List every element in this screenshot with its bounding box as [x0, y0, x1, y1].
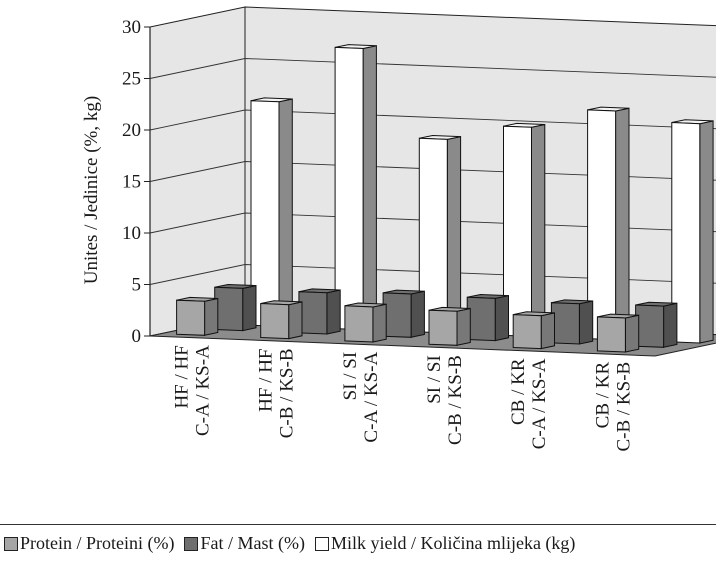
- legend-item-milk-yield: Milk yield / Količina mlijeka (kg): [314, 533, 576, 554]
- x-tick-label: C-A / KS-A: [193, 345, 214, 436]
- legend-swatch-fat: [184, 536, 199, 551]
- gridline: [149, 109, 716, 131]
- bar-fat: [214, 283, 257, 332]
- bar-fat: [382, 289, 425, 338]
- bar-fat: [635, 301, 678, 348]
- bar-milk-yield: [250, 97, 293, 328]
- bar-protein: [512, 311, 555, 350]
- x-tick-label: HF / HF: [256, 349, 277, 412]
- bar-protein: [260, 300, 303, 340]
- y-tick-label: 10: [122, 223, 141, 244]
- gridline: [149, 264, 716, 285]
- x-tick-label: C-B / KS-B: [277, 349, 298, 439]
- legend-label-protein: Protein / Proteini (%): [20, 533, 175, 553]
- bar-protein: [596, 313, 640, 353]
- x-tick-label: C-B / KS-B: [445, 355, 466, 445]
- bar-milk-yield: [503, 122, 546, 338]
- bar-protein: [344, 302, 387, 343]
- legend-label-fat: Fat / Mast (%): [200, 533, 305, 553]
- x-tick-label: SI / SI: [340, 352, 361, 401]
- bar-protein: [428, 306, 471, 346]
- bar-fat: [298, 288, 341, 335]
- x-tick-label: CB / KR: [592, 361, 613, 428]
- x-tick-label: C-B / KS-B: [613, 362, 634, 452]
- bar-fat: [466, 293, 509, 342]
- y-tick-label: 20: [122, 120, 141, 141]
- legend-swatch-milk-yield: [314, 536, 329, 551]
- bar-milk-yield: [334, 44, 377, 331]
- y-tick-label: 15: [122, 172, 141, 193]
- legend-item-fat: Fat / Mast (%): [184, 533, 305, 554]
- gridline: [149, 212, 716, 234]
- legend-item-protein: Protein / Proteini (%): [4, 533, 174, 554]
- x-tick-label: C-A / KS-A: [361, 352, 382, 443]
- y-tick-label: 0: [132, 326, 142, 347]
- bar-milk-yield: [671, 119, 714, 344]
- gridline: [149, 161, 716, 182]
- x-tick-label: SI / SI: [424, 355, 445, 404]
- x-tick-label: CB / KR: [508, 358, 529, 425]
- bar-milk-yield: [418, 134, 462, 334]
- y-axis-ticks: 0 5 10 15 20 25 30: [122, 17, 151, 347]
- back-wall: [244, 6, 716, 336]
- y-tick-label: 25: [122, 69, 141, 90]
- bar-protein: [176, 296, 219, 336]
- bar-fat: [550, 299, 594, 345]
- x-tick-label: C-A / KS-A: [529, 358, 550, 449]
- y-axis-label: Unites / Jedinice (%, kg): [81, 96, 102, 284]
- gridline: [149, 58, 716, 79]
- x-axis-ticks: HF / HF C-A / KS-A HF / HF C-B / KS-B SI / S…: [172, 345, 635, 452]
- y-tick-label: 5: [132, 275, 142, 296]
- legend-label-milk-yield: Milk yield / Količina mlijeka (kg): [330, 533, 576, 553]
- x-tick-label: HF / HF: [172, 345, 193, 408]
- chart-bars: [176, 44, 714, 353]
- bar-milk-yield: [587, 106, 630, 341]
- chart-legend: Protein / Proteini (%) Fat / Mast (%) Mi…: [0, 524, 716, 562]
- legend-swatch-protein: [4, 536, 18, 551]
- y-tick-label: 30: [122, 17, 141, 38]
